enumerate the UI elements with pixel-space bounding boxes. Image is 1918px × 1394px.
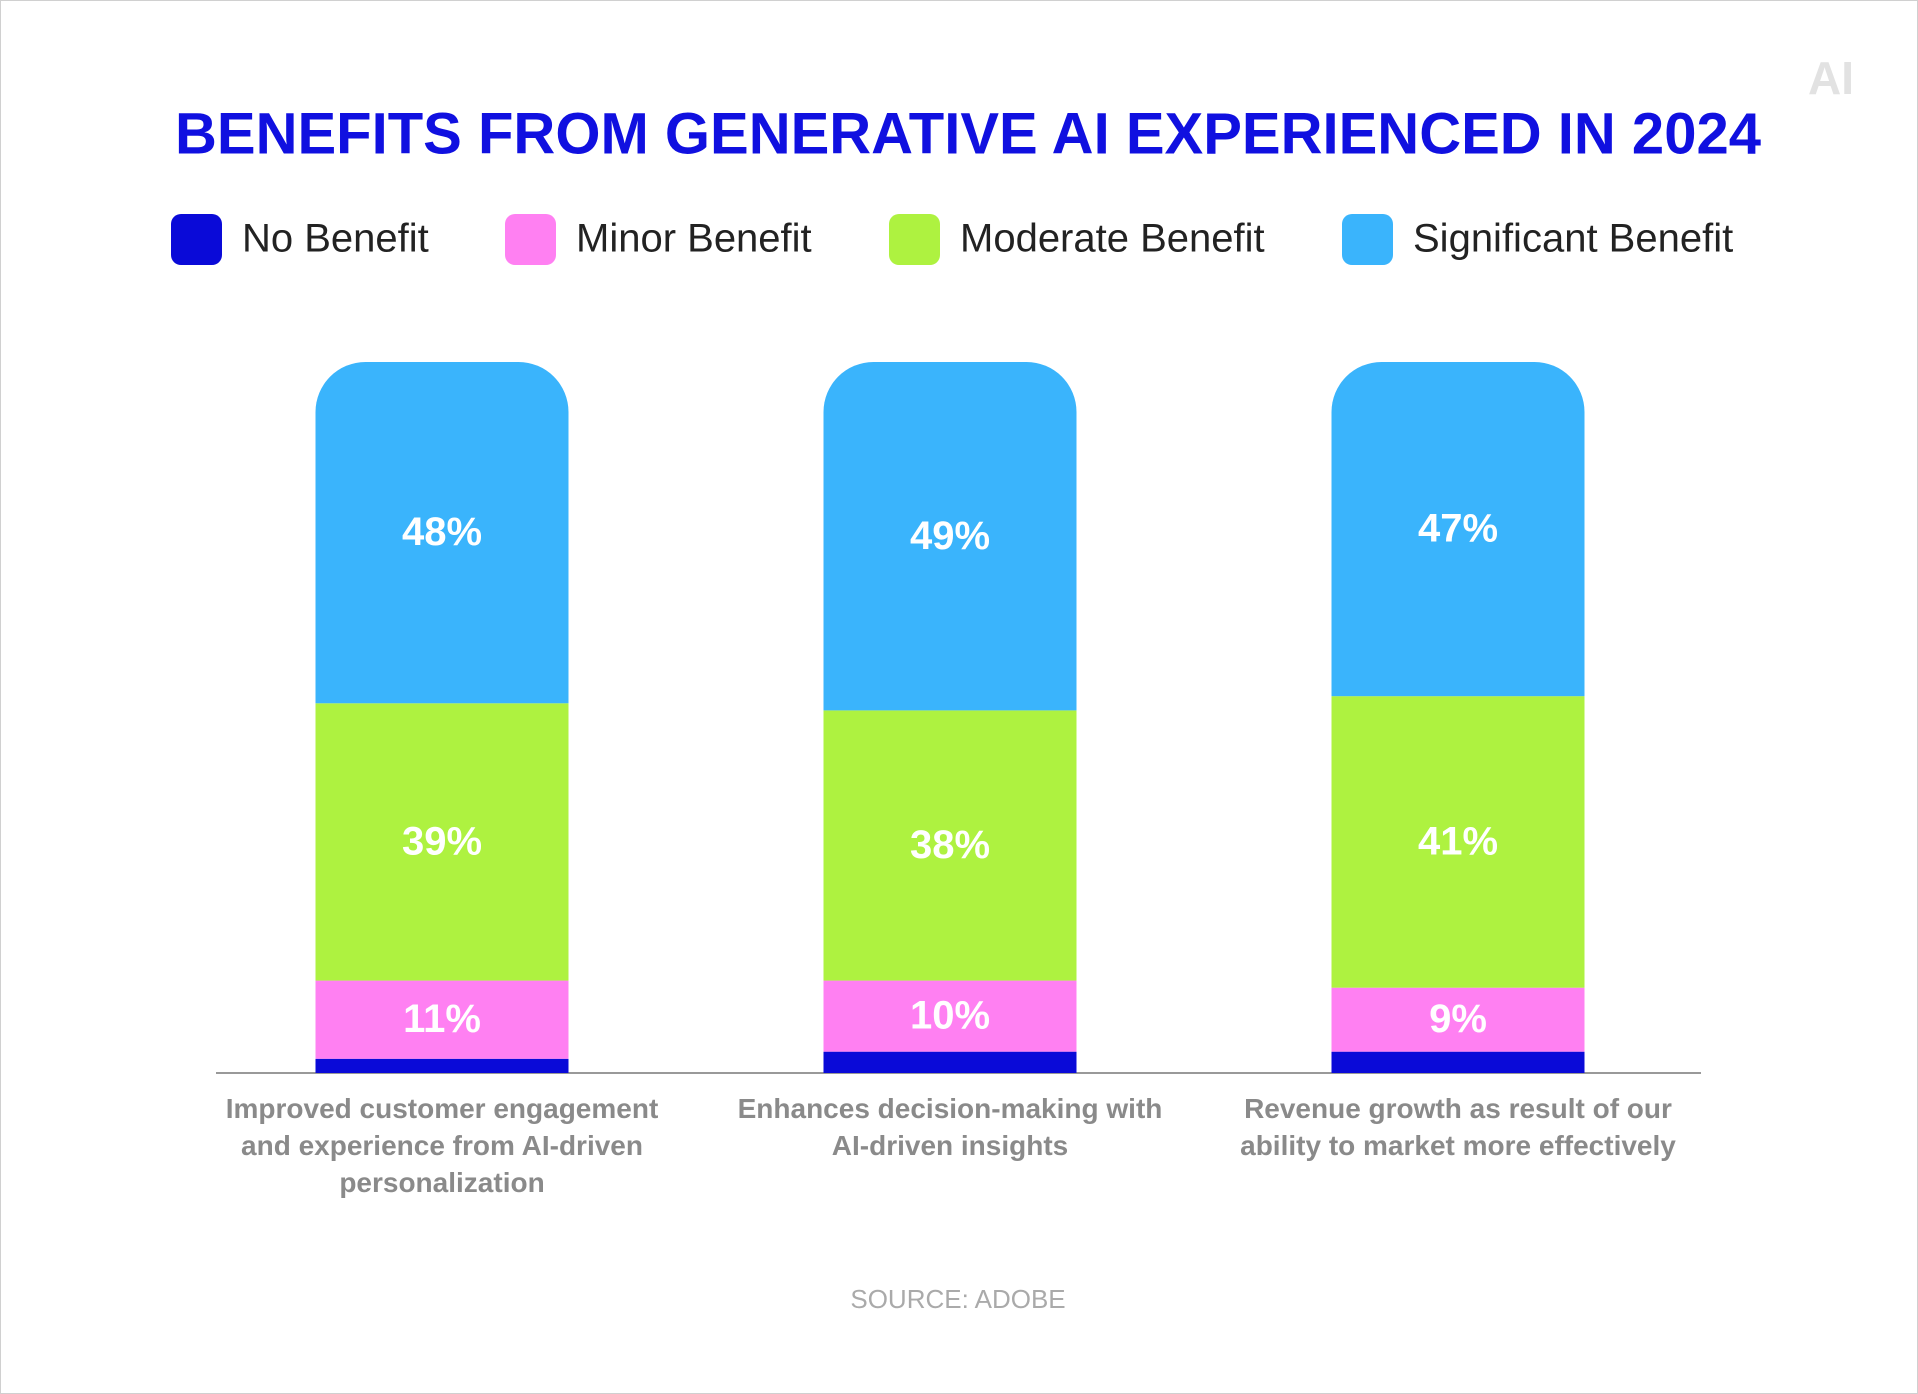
- bar-segment: [823, 362, 1077, 711]
- value-label: 47%: [1418, 507, 1498, 551]
- bar-segment: [823, 1051, 1077, 1073]
- bar-stack: [315, 362, 569, 1073]
- x-tick-label: Revenue growth as result of our ability …: [1240, 1093, 1676, 1161]
- chart-title: BENEFITS FROM GENERATIVE AI EXPERIENCED …: [175, 101, 1761, 166]
- logo: AI: [1808, 52, 1854, 104]
- bar-segment: [1331, 987, 1585, 1052]
- bar-segment: [1331, 362, 1585, 697]
- value-label: 39%: [402, 819, 482, 863]
- bar-segment: [823, 710, 1077, 981]
- legend-label: Minor Benefit: [576, 217, 812, 261]
- bar-stack: [823, 362, 1077, 1073]
- bar-stack: [1331, 362, 1585, 1073]
- value-label: 48%: [402, 510, 482, 554]
- bar-segment: [315, 362, 569, 704]
- legend-label: Significant Benefit: [1413, 217, 1733, 261]
- legend-swatch: [889, 214, 940, 265]
- bar-segment: [823, 980, 1077, 1052]
- source: SOURCE: ADOBE: [850, 1284, 1065, 1314]
- bar-segment: [315, 703, 569, 981]
- legend-label: Moderate Benefit: [960, 217, 1265, 261]
- value-label: 10%: [910, 994, 990, 1038]
- legend-swatch: [1342, 214, 1393, 265]
- value-label: 49%: [910, 514, 990, 558]
- value-label: 11%: [403, 997, 481, 1041]
- bar-segment: [1331, 1051, 1585, 1073]
- legend-label: No Benefit: [242, 217, 429, 261]
- x-tick-label: Improved customer engagement and experie…: [225, 1093, 659, 1198]
- x-tick-label: Enhances decision-making with AI-driven …: [737, 1093, 1163, 1161]
- value-label: 41%: [1418, 819, 1498, 863]
- bar-segment: [1331, 696, 1585, 988]
- value-label: 9%: [1429, 997, 1487, 1041]
- bar-segment: [315, 1058, 569, 1073]
- legend-swatch: [171, 214, 222, 265]
- value-label: 38%: [910, 823, 990, 867]
- bar-segment: [315, 980, 569, 1059]
- legend-swatch: [505, 214, 556, 265]
